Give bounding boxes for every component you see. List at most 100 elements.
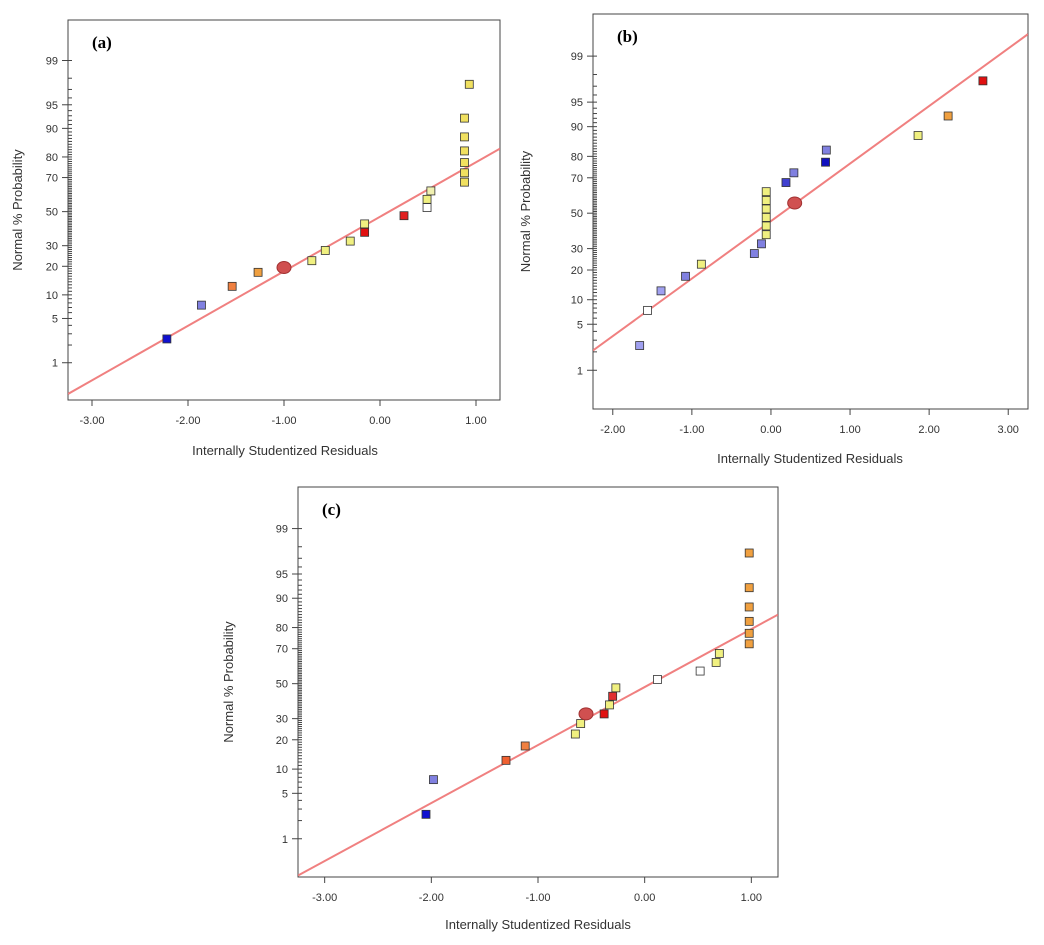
y-tick-label: 20 <box>276 735 288 747</box>
data-point <box>681 271 690 281</box>
data-point <box>460 177 469 187</box>
x-tick-label: 2.00 <box>918 424 939 436</box>
plot-frame <box>67 19 501 401</box>
plot-frame <box>297 486 779 878</box>
data-point <box>761 204 771 214</box>
data-point <box>744 628 754 638</box>
y-tick-label: 80 <box>571 151 583 163</box>
x-tick-label: 0.00 <box>369 415 390 427</box>
center-point-marker <box>276 260 292 274</box>
data-point <box>696 259 706 269</box>
data-point <box>761 187 771 197</box>
center-point-marker <box>787 196 803 210</box>
y-tick-label: 50 <box>46 207 58 219</box>
panel-label: (b) <box>617 27 638 46</box>
x-tick-label: 1.00 <box>741 892 762 904</box>
chart-panel-a: (a) 1 5 10 20 30 50 70 80 90 95 99 -3.00 -2.00 -1.00 0.… <box>10 19 501 458</box>
y-tick-label: 50 <box>276 679 288 691</box>
data-point <box>821 157 830 167</box>
data-point <box>576 719 586 728</box>
data-point <box>656 286 666 296</box>
data-point <box>460 132 469 142</box>
y-tick-label: 50 <box>571 208 583 220</box>
data-point <box>761 213 771 222</box>
y-tick-label: 90 <box>46 123 58 135</box>
data-point <box>360 227 370 237</box>
data-point <box>320 246 330 255</box>
data-point <box>570 729 580 739</box>
x-tick-label: -2.00 <box>600 424 625 436</box>
panel-label: (a) <box>92 33 112 52</box>
y-tick-label: 80 <box>276 623 288 635</box>
x-tick-label: -3.00 <box>312 892 337 904</box>
data-point <box>360 219 370 229</box>
data-point <box>399 211 409 221</box>
x-tick-label: -1.00 <box>271 415 296 427</box>
data-point <box>913 131 923 140</box>
data-point <box>460 168 469 178</box>
y-tick-label: 30 <box>571 244 583 256</box>
x-tick-label: 3.00 <box>998 424 1019 436</box>
x-axis-title: Internally Studentized Residuals <box>445 917 631 932</box>
data-point <box>460 146 469 156</box>
y-tick-label: 10 <box>46 290 58 302</box>
data-point <box>744 639 754 649</box>
y-tick-label: 95 <box>571 97 583 109</box>
y-tick-label: 5 <box>577 319 583 331</box>
data-point <box>744 583 754 593</box>
data-point <box>605 700 614 710</box>
data-point <box>943 111 953 121</box>
data-point <box>307 256 317 266</box>
x-tick-label: -3.00 <box>79 415 104 427</box>
data-point <box>978 76 988 86</box>
data-point <box>635 341 645 350</box>
y-tick-label: 1 <box>577 365 583 377</box>
x-tick-label: 1.00 <box>839 424 860 436</box>
y-axis-title: Normal % Probability <box>518 150 533 272</box>
data-point <box>162 334 172 344</box>
panel-label: (c) <box>322 500 341 519</box>
data-point <box>821 145 831 155</box>
x-tick-label: 0.00 <box>760 424 781 436</box>
data-point <box>227 281 237 291</box>
data-point <box>599 709 609 719</box>
chart-panel-b: (b) 1 5 10 20 30 50 70 80 90 95 99 -2.00 -1.00 0.00 1.0… <box>518 13 1029 466</box>
data-point <box>757 239 766 249</box>
chart-panel-c: (c) 1 5 10 20 30 50 70 80 90 95 99 -3.00 -2.00 -1.00 0.… <box>221 486 779 932</box>
y-tick-label: 70 <box>571 173 583 185</box>
data-point <box>714 649 724 658</box>
y-tick-label: 70 <box>276 644 288 656</box>
data-point <box>744 548 754 558</box>
y-tick-label: 95 <box>46 100 58 112</box>
y-tick-label: 20 <box>571 265 583 277</box>
x-tick-label: 1.00 <box>465 415 486 427</box>
data-point <box>520 741 530 751</box>
reference-line <box>298 613 778 877</box>
y-tick-label: 5 <box>52 313 58 325</box>
center-point-marker <box>578 707 594 721</box>
data-point <box>744 602 754 612</box>
data-point <box>253 267 263 277</box>
y-tick-label: 95 <box>276 569 288 581</box>
data-point <box>422 194 432 204</box>
y-tick-label: 90 <box>276 593 288 605</box>
y-tick-label: 80 <box>46 152 58 164</box>
data-point <box>501 755 511 765</box>
y-tick-label: 30 <box>276 714 288 726</box>
y-tick-label: 5 <box>282 788 288 800</box>
y-tick-label: 99 <box>276 524 288 536</box>
reference-line <box>593 33 1028 352</box>
data-point <box>781 178 791 187</box>
x-tick-label: -1.00 <box>679 424 704 436</box>
data-point <box>460 158 469 167</box>
x-tick-label: -2.00 <box>419 892 444 904</box>
data-point <box>429 775 438 785</box>
y-tick-label: 90 <box>571 122 583 134</box>
data-point <box>422 203 432 212</box>
y-tick-label: 1 <box>282 834 288 846</box>
data-point <box>643 305 652 315</box>
data-point <box>711 658 721 667</box>
data-point <box>749 249 759 258</box>
y-tick-label: 70 <box>46 173 58 185</box>
